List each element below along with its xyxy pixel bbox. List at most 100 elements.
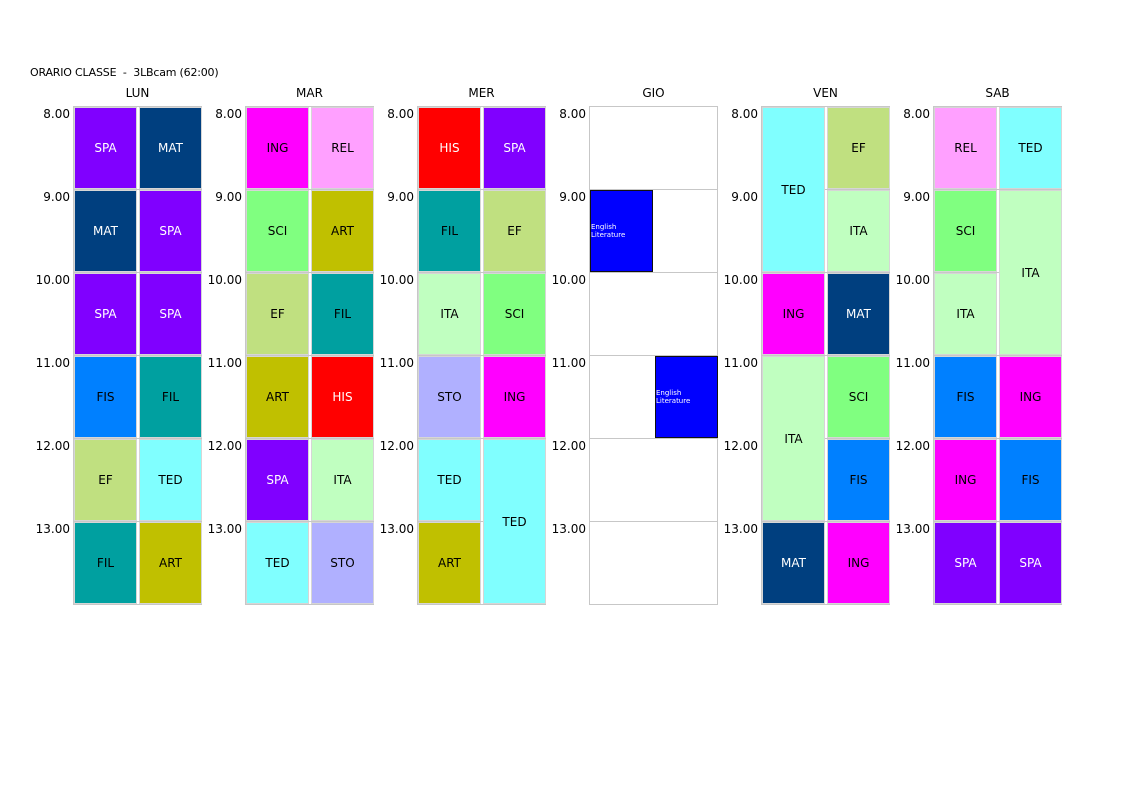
time-label: 8.00 xyxy=(731,107,758,121)
time-label: 13.00 xyxy=(551,522,586,536)
lesson-cell[interactable]: ING xyxy=(762,273,825,355)
lesson-cell[interactable]: MAT xyxy=(139,107,202,189)
lesson-cell[interactable]: SPA xyxy=(483,107,546,189)
lesson-cell[interactable]: ITA xyxy=(311,439,374,521)
lesson-cell[interactable]: ING xyxy=(827,522,890,604)
hour-divider xyxy=(418,438,545,439)
lesson-cell[interactable]: FIS xyxy=(74,356,137,438)
lesson-cell[interactable]: STO xyxy=(418,356,481,438)
time-label: 13.00 xyxy=(723,522,758,536)
lesson-cell[interactable]: EF xyxy=(246,273,309,355)
hour-divider xyxy=(762,438,889,439)
time-label: 10.00 xyxy=(551,273,586,287)
lesson-cell[interactable]: SCI xyxy=(483,273,546,355)
hour-divider xyxy=(74,355,201,356)
lesson-cell[interactable]: ING xyxy=(999,356,1062,438)
day-header-gio: GIO xyxy=(642,86,665,100)
lesson-cell[interactable]: FIL xyxy=(418,190,481,272)
lesson-cell[interactable]: ING xyxy=(934,439,997,521)
lesson-cell[interactable]: SPA xyxy=(139,190,202,272)
time-label: 11.00 xyxy=(207,356,242,370)
hour-divider xyxy=(934,189,1061,190)
lesson-cell[interactable]: ITA xyxy=(762,356,825,521)
lesson-cell[interactable]: EF xyxy=(74,439,137,521)
lesson-cell[interactable]: TED xyxy=(762,107,825,272)
time-label: 11.00 xyxy=(35,356,70,370)
hour-divider xyxy=(762,355,889,356)
lesson-cell[interactable]: TED xyxy=(139,439,202,521)
lesson-cell[interactable]: ITA xyxy=(418,273,481,355)
lesson-cell[interactable]: ART xyxy=(311,190,374,272)
lesson-cell[interactable]: SPA xyxy=(74,107,137,189)
time-label: 9.00 xyxy=(559,190,586,204)
lesson-cell[interactable]: ART xyxy=(246,356,309,438)
day-grid-mar xyxy=(245,106,374,605)
day-header-ven: VEN xyxy=(813,86,838,100)
lesson-cell[interactable]: SPA xyxy=(74,273,137,355)
lesson-cell[interactable]: EF xyxy=(827,107,890,189)
time-label: 8.00 xyxy=(43,107,70,121)
lesson-cell[interactable]: SPA xyxy=(999,522,1062,604)
time-label: 12.00 xyxy=(207,439,242,453)
hour-divider xyxy=(246,438,373,439)
lesson-cell[interactable]: English Literature xyxy=(590,190,653,272)
lesson-cell[interactable]: ITA xyxy=(999,190,1062,355)
lesson-cell[interactable]: FIL xyxy=(74,522,137,604)
hour-divider xyxy=(418,521,545,522)
lesson-cell[interactable]: ITA xyxy=(934,273,997,355)
hour-divider xyxy=(934,355,1061,356)
lesson-cell[interactable]: FIS xyxy=(827,439,890,521)
lesson-cell[interactable]: TED xyxy=(246,522,309,604)
hour-divider xyxy=(246,272,373,273)
time-label: 8.00 xyxy=(559,107,586,121)
lesson-cell[interactable]: ING xyxy=(246,107,309,189)
lesson-cell[interactable]: ITA xyxy=(827,190,890,272)
time-label: 10.00 xyxy=(895,273,930,287)
hour-divider xyxy=(934,521,1061,522)
lesson-cell[interactable]: TED xyxy=(483,439,546,604)
hour-divider xyxy=(590,272,717,273)
time-label: 13.00 xyxy=(207,522,242,536)
lesson-cell[interactable]: English Literature xyxy=(655,356,718,438)
lesson-cell[interactable]: STO xyxy=(311,522,374,604)
hour-divider xyxy=(74,189,201,190)
lesson-cell[interactable]: TED xyxy=(999,107,1062,189)
lesson-cell[interactable]: SPA xyxy=(246,439,309,521)
lesson-cell[interactable]: FIS xyxy=(934,356,997,438)
lesson-cell[interactable]: ING xyxy=(483,356,546,438)
lesson-cell[interactable]: FIS xyxy=(999,439,1062,521)
lesson-cell[interactable]: HIS xyxy=(418,107,481,189)
day-header-mar: MAR xyxy=(296,86,323,100)
time-label: 8.00 xyxy=(387,107,414,121)
hour-divider xyxy=(934,272,1061,273)
lesson-cell[interactable]: MAT xyxy=(827,273,890,355)
hour-divider xyxy=(418,189,545,190)
lesson-cell[interactable]: ART xyxy=(139,522,202,604)
hour-divider xyxy=(762,272,889,273)
lesson-cell[interactable]: SPA xyxy=(934,522,997,604)
lesson-cell[interactable]: SPA xyxy=(139,273,202,355)
lesson-cell[interactable]: REL xyxy=(311,107,374,189)
day-grid-lun xyxy=(73,106,202,605)
time-label: 12.00 xyxy=(895,439,930,453)
lesson-cell[interactable]: FIL xyxy=(139,356,202,438)
time-label: 9.00 xyxy=(43,190,70,204)
hour-divider xyxy=(590,189,717,190)
lesson-cell[interactable]: MAT xyxy=(74,190,137,272)
time-label: 8.00 xyxy=(903,107,930,121)
time-label: 10.00 xyxy=(207,273,242,287)
lesson-cell[interactable]: REL xyxy=(934,107,997,189)
lesson-cell[interactable]: TED xyxy=(418,439,481,521)
lesson-cell[interactable]: SCI xyxy=(246,190,309,272)
lesson-cell[interactable]: SCI xyxy=(934,190,997,272)
time-label: 8.00 xyxy=(215,107,242,121)
lesson-cell[interactable]: FIL xyxy=(311,273,374,355)
lesson-cell[interactable]: ART xyxy=(418,522,481,604)
lesson-cell[interactable]: MAT xyxy=(762,522,825,604)
lesson-cell[interactable]: SCI xyxy=(827,356,890,438)
lesson-cell[interactable]: EF xyxy=(483,190,546,272)
lesson-cell[interactable]: HIS xyxy=(311,356,374,438)
time-label: 9.00 xyxy=(387,190,414,204)
time-label: 9.00 xyxy=(903,190,930,204)
hour-divider xyxy=(762,189,889,190)
